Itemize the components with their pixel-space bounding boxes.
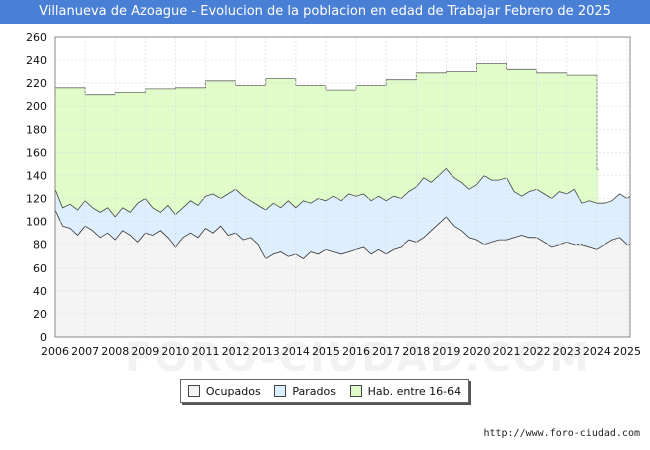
legend: Ocupados Parados Hab. entre 16-64: [180, 379, 469, 403]
x-tick-label: 2014: [282, 345, 310, 358]
x-tick-label: 2024: [583, 345, 611, 358]
y-tick-label: 80: [33, 239, 47, 252]
x-tick-label: 2022: [523, 345, 551, 358]
x-tick-label: 2009: [131, 345, 159, 358]
chart-plot: 0 20 40 60 80 100 120 140 160 180 200 220 240 260 2006…: [26, 31, 641, 358]
x-tick-label: 2016: [342, 345, 370, 358]
y-tick-label: 120: [26, 193, 47, 206]
x-tick-label: 2008: [101, 345, 129, 358]
y-tick-label: 40: [33, 285, 47, 298]
x-tick-label: 2025: [613, 345, 641, 358]
x-tick-label: 2017: [372, 345, 400, 358]
x-tick-label: 2015: [312, 345, 340, 358]
legend-item-ocupados: Ocupados: [187, 384, 261, 398]
x-tick-label: 2021: [493, 345, 521, 358]
plot-frame: [54, 36, 631, 338]
legend-item-parados: Parados: [274, 385, 336, 398]
y-tick-label: 0: [40, 331, 47, 344]
series-line-ocupados: [54, 209, 630, 260]
y-tick-label: 140: [26, 169, 47, 182]
y-tick-label: 100: [26, 216, 47, 229]
x-tick-label: 2018: [402, 345, 430, 358]
y-tick-label: 160: [26, 146, 47, 159]
x-tick-label: 2013: [252, 345, 280, 358]
legend-item-hab: Hab. entre 16-64: [349, 384, 462, 398]
x-tick-label: 2007: [71, 345, 99, 358]
legend-swatch-hab: [349, 385, 362, 397]
y-tick-label: 60: [33, 262, 47, 275]
chart-title: Villanueva de Azoague - Evolucion de la …: [0, 0, 650, 24]
y-tick-label: 200: [26, 100, 47, 113]
legend-swatch-ocupados: [187, 385, 200, 397]
x-tick-label: 2023: [553, 345, 581, 358]
y-tick-label: 20: [33, 308, 47, 321]
y-tick-label: 220: [26, 77, 47, 90]
legend-swatch-parados: [274, 385, 287, 397]
x-tick-label: 2006: [41, 345, 69, 358]
legend-label-parados: Parados: [292, 384, 336, 398]
series-line-parados: [54, 167, 631, 218]
x-tick-label: 2019: [432, 345, 460, 358]
source-url: http://www.foro-ciudad.com: [483, 428, 640, 439]
y-tick-label: 240: [26, 54, 47, 67]
x-tick-label: 2011: [192, 345, 220, 358]
x-tick-label: 2010: [161, 345, 189, 358]
series-line-hab-entre-16-64: [55, 63, 599, 171]
y-tick-label: 180: [26, 123, 47, 136]
series-area-ocupados: [55, 210, 630, 337]
legend-label-hab: Hab. entre 16-64: [367, 384, 462, 398]
x-tick-label: 2012: [222, 345, 250, 358]
watermark: FORO-CIUDAD.COM: [125, 335, 591, 381]
legend-label-ocupados: Ocupados: [205, 384, 261, 398]
y-tick-label: 260: [26, 31, 47, 44]
x-tick-label: 2020: [462, 345, 490, 358]
